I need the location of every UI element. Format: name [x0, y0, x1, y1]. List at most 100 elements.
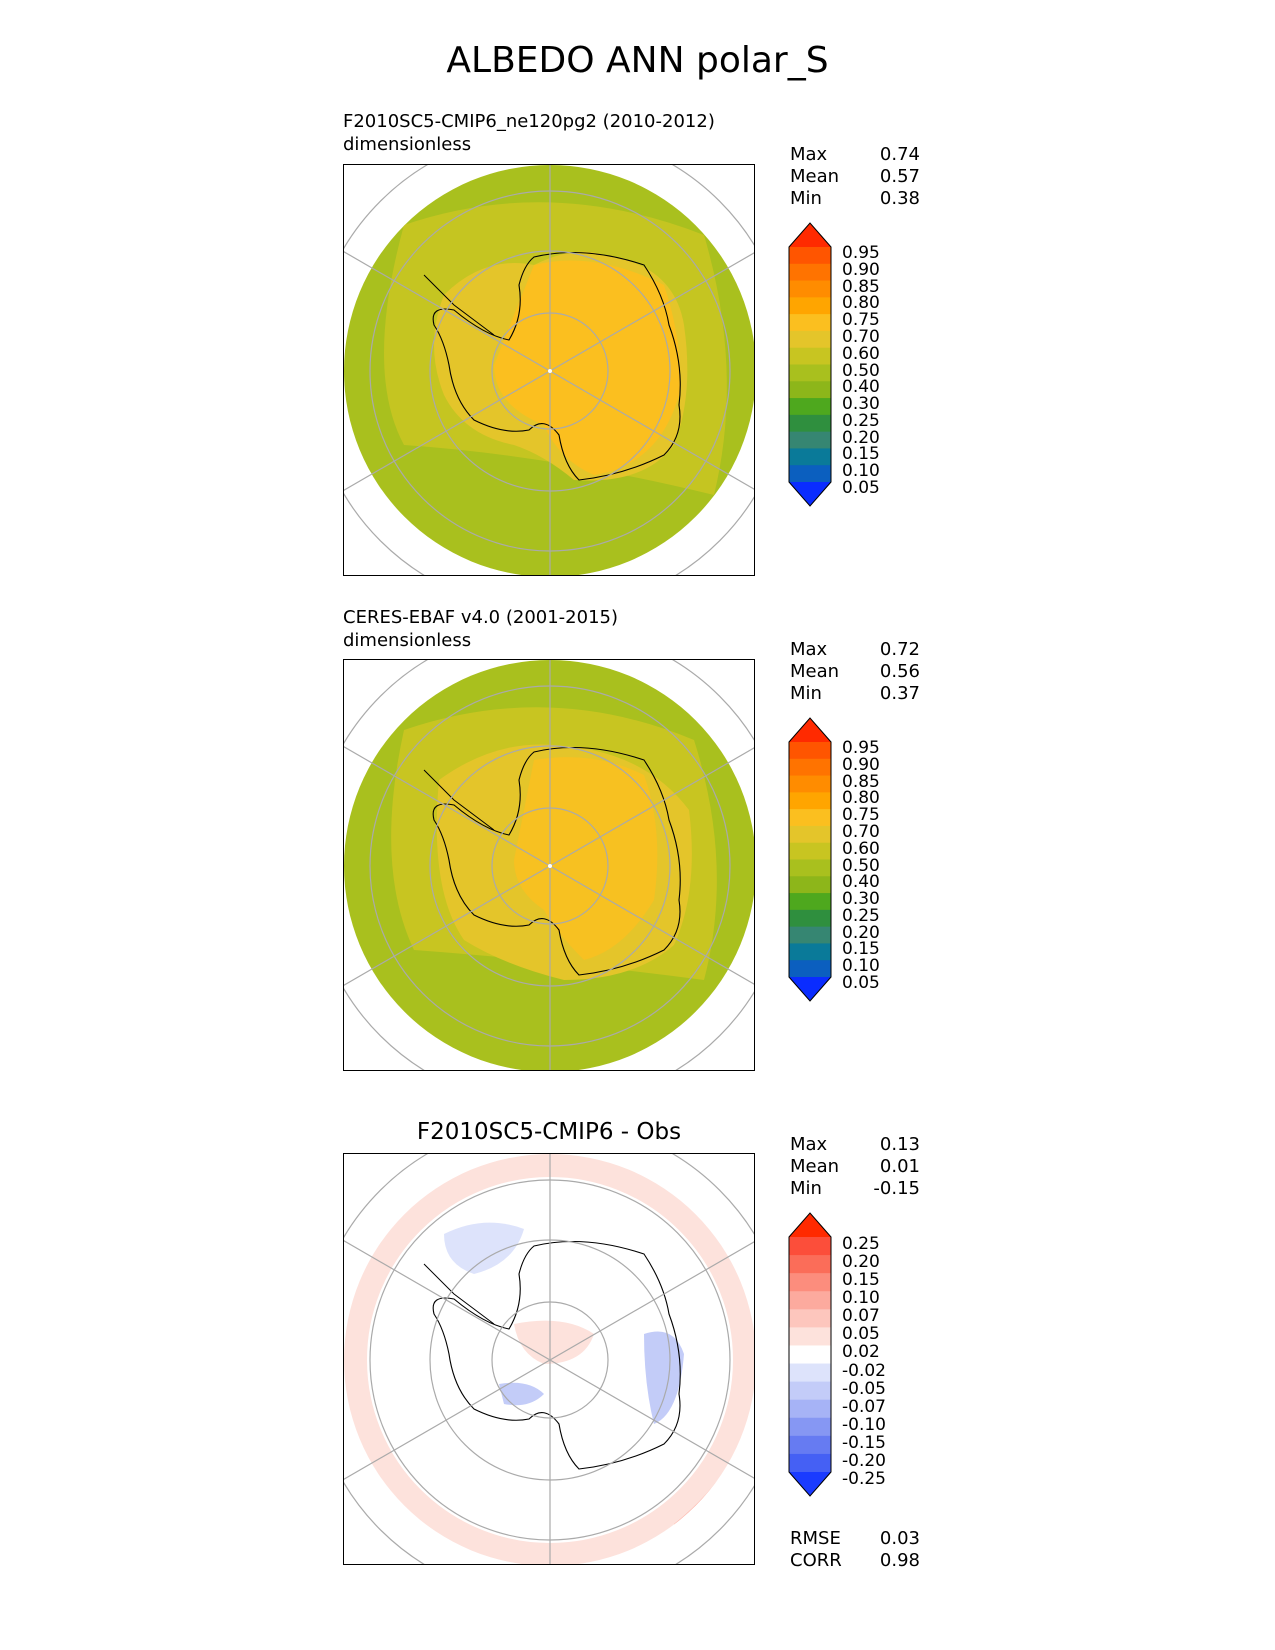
positive-anomaly-interior	[514, 1320, 594, 1364]
colorbar-tick-label: 0.25	[842, 905, 880, 926]
test-polar-map	[343, 164, 755, 576]
colorbar-tick-label: 0.70	[842, 821, 880, 842]
stat-value: 0.37	[879, 683, 920, 704]
colorbar-bin	[789, 876, 831, 894]
difference-stats: Max 0.13 Mean 0.01 Min -0.15	[790, 1134, 920, 1200]
colorbar-tick-label: 0.85	[842, 276, 880, 297]
colorbar-tick-label: 0.80	[842, 293, 880, 314]
colorbar-tick-label: 0.75	[842, 805, 880, 826]
reference-subtitle-line1: CERES-EBAF v4.0 (2001-2015)	[343, 607, 619, 628]
stat-mean: Mean 0.01	[790, 1156, 920, 1178]
colorbar-tick-label: 0.05	[842, 973, 880, 993]
colorbar-tick-label: 0.30	[842, 394, 880, 415]
stat-value: -0.15	[873, 1178, 920, 1199]
difference-metrics: RMSE 0.03 CORR 0.98	[790, 1528, 920, 1572]
colorbar-tick-label: 0.90	[842, 754, 880, 775]
colorbar-bin	[789, 943, 831, 961]
colorbar-tick-label: -0.25	[842, 1469, 886, 1489]
colorbar-bin	[789, 926, 831, 944]
metric-corr: CORR 0.98	[790, 1550, 920, 1572]
colorbar-graphic	[788, 717, 832, 1002]
colorbar-bin	[789, 960, 831, 978]
colorbar-bin	[789, 893, 831, 911]
negative-anomaly-patch-ross	[499, 1382, 544, 1406]
figure-title: ALBEDO ANN polar_S	[446, 40, 829, 81]
stat-label: Max	[790, 1134, 828, 1155]
colorbar-bin	[789, 1309, 831, 1328]
colorbar-bin	[789, 330, 831, 349]
stat-label: Min	[790, 683, 822, 704]
colorbar-tick-label: 0.70	[842, 326, 880, 347]
stat-value: 0.56	[879, 661, 920, 682]
colorbar-graphic	[788, 1212, 832, 1497]
stat-label: Min	[790, 188, 822, 209]
colorbar-tick-label: 0.50	[842, 855, 880, 876]
colorbar-bin	[789, 1291, 831, 1310]
colorbar-bin	[789, 247, 831, 265]
colorbar-tick-label: -0.20	[842, 1450, 886, 1471]
test-stats: Max 0.74 Mean 0.57 Min 0.38	[790, 144, 920, 210]
stat-value: 0.38	[879, 188, 920, 209]
colorbar-tick-label: 0.60	[842, 343, 880, 364]
colorbar-extend-max	[789, 718, 831, 742]
colorbar-bin	[789, 398, 831, 416]
colorbar-bin	[789, 1237, 831, 1256]
peninsula-coastline	[423, 274, 495, 336]
antarctica-coastline	[432, 251, 681, 481]
colorbar-tick-label: 0.10	[842, 1288, 880, 1309]
colorbar-bin	[789, 775, 831, 793]
south-pole-marker	[548, 369, 552, 373]
negative-anomaly-patch-east	[644, 1331, 684, 1424]
colorbar-bin	[789, 465, 831, 483]
stat-mean: Mean 0.57	[790, 166, 920, 188]
stat-label: Mean	[790, 1156, 840, 1177]
colorbar-tick-label: 0.90	[842, 259, 880, 280]
stat-label: Max	[790, 144, 828, 165]
colorbar-tick-label: 0.20	[842, 1252, 880, 1273]
colorbar-tick-label: -0.07	[842, 1396, 886, 1417]
colorbar-bin	[789, 431, 831, 449]
colorbar-tick-label: 0.75	[842, 310, 880, 331]
colorbar-tick-label: 0.10	[842, 461, 880, 482]
metric-value: 0.98	[879, 1550, 920, 1571]
colorbar-tick-label: 0.25	[842, 1234, 880, 1254]
colorbar-tick-label: 0.05	[842, 478, 880, 498]
stat-min: Min 0.38	[790, 188, 920, 210]
colorbar-tick-label: -0.02	[842, 1360, 886, 1381]
colorbar-bin	[789, 742, 831, 760]
colorbar-tick-label: 0.30	[842, 889, 880, 910]
colorbar-tick-label: 0.15	[842, 1270, 880, 1291]
test-colorbar	[788, 222, 832, 511]
stat-label: Mean	[790, 166, 840, 187]
stat-min: Min 0.37	[790, 683, 920, 705]
colorbar-bin	[789, 809, 831, 827]
stat-max: Max 0.13	[790, 1134, 920, 1156]
colorbar-extend-min	[789, 1472, 831, 1496]
colorbar-tick-label: -0.05	[842, 1378, 886, 1399]
colorbar-bin	[789, 297, 831, 315]
colorbar-bin	[789, 280, 831, 298]
colorbar-tick-label: 0.40	[842, 377, 880, 398]
colorbar-tick-label: 0.60	[842, 838, 880, 859]
colorbar-extend-max	[789, 223, 831, 247]
stat-label: Max	[790, 639, 828, 660]
colorbar-tick-label: 0.05	[842, 1324, 880, 1345]
stat-value: 0.74	[879, 144, 920, 165]
colorbar-bin	[789, 1453, 831, 1473]
reference-subtitle: CERES-EBAF v4.0 (2001-2015) dimensionles…	[343, 606, 618, 652]
colorbar-bin	[789, 909, 831, 928]
metric-label: CORR	[790, 1550, 842, 1571]
colorbar-extend-min	[789, 482, 831, 506]
test-subtitle-units: dimensionless	[343, 134, 472, 155]
colorbar-tick-label: 0.25	[842, 410, 880, 431]
colorbar-tick-label: 0.02	[842, 1342, 880, 1363]
colorbar-bin	[789, 347, 831, 365]
colorbar-tick-label: 0.50	[842, 360, 880, 381]
colorbar-bin	[789, 1435, 831, 1455]
stat-mean: Mean 0.56	[790, 661, 920, 683]
reference-colorbar	[788, 717, 832, 1006]
graticule	[344, 1154, 754, 1564]
antarctica-coastline	[432, 746, 681, 976]
reference-stats: Max 0.72 Mean 0.56 Min 0.37	[790, 639, 920, 705]
colorbar-outline	[788, 222, 832, 507]
